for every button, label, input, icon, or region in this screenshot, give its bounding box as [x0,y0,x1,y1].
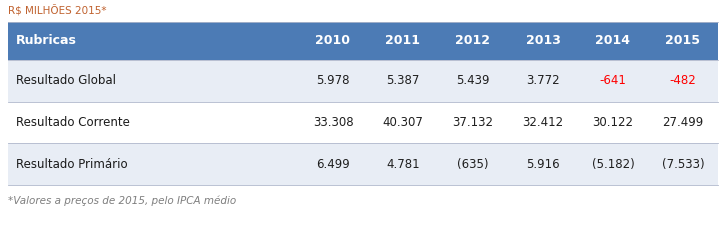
Text: 2012: 2012 [455,35,491,47]
Text: 4.781: 4.781 [386,158,420,171]
Text: 2014: 2014 [595,35,630,47]
Text: 6.499: 6.499 [316,158,350,171]
Text: 5.978: 5.978 [317,74,350,87]
Text: R$ MILHÕES 2015*: R$ MILHÕES 2015* [8,5,107,16]
Text: Resultado Primário: Resultado Primário [16,158,128,171]
Text: 3.772: 3.772 [526,74,560,87]
Text: 5.387: 5.387 [386,74,420,87]
Bar [8,60,718,102]
Text: 5.916: 5.916 [526,158,560,171]
Text: (635): (635) [457,158,489,171]
Text: 30.122: 30.122 [592,116,634,129]
Text: Resultado Global: Resultado Global [16,74,116,87]
Text: 40.307: 40.307 [383,116,423,129]
Text: Resultado Corrente: Resultado Corrente [16,116,130,129]
Text: 27.499: 27.499 [662,116,703,129]
Text: (7.533): (7.533) [661,158,704,171]
Text: *Valores a preços de 2015, pelo IPCA médio: *Valores a preços de 2015, pelo IPCA méd… [8,196,236,207]
Text: 2015: 2015 [666,35,701,47]
Text: -641: -641 [600,74,627,87]
Bar [8,102,718,143]
Text: 2013: 2013 [526,35,560,47]
Text: 33.308: 33.308 [313,116,354,129]
Text: 37.132: 37.132 [452,116,494,129]
Text: (5.182): (5.182) [592,158,635,171]
Bar [8,143,718,185]
Text: 2010: 2010 [316,35,351,47]
Bar [8,22,718,60]
Text: 2011: 2011 [386,35,420,47]
Text: Rubricas: Rubricas [16,35,77,47]
Text: 5.439: 5.439 [456,74,490,87]
Text: 32.412: 32.412 [523,116,563,129]
Text: -482: -482 [669,74,696,87]
